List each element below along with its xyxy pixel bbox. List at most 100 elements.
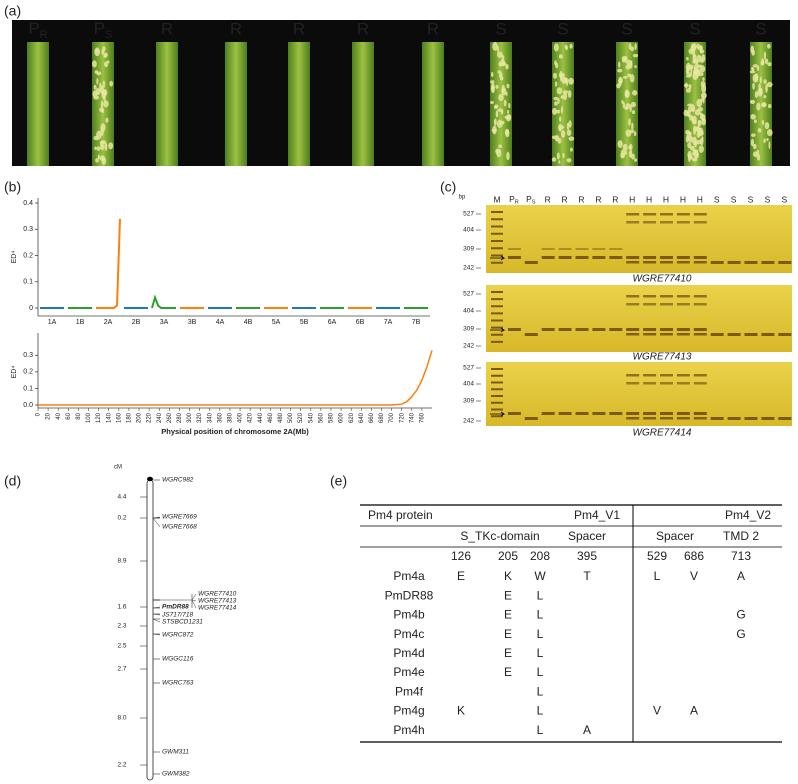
leaf-lesion xyxy=(763,95,767,99)
table-cell: W xyxy=(534,569,546,583)
leaf-lesion xyxy=(103,100,109,108)
leaf-lesion xyxy=(630,46,635,52)
leaf-lesion xyxy=(761,120,765,126)
map-marker: WGRC872 xyxy=(162,632,194,639)
table-cell: L xyxy=(537,608,544,622)
leaf-lesion xyxy=(631,122,634,131)
lane-label: H xyxy=(680,194,686,204)
x-tick-label: 1A xyxy=(48,319,57,326)
table-cell: E xyxy=(504,665,512,679)
leaf-lesion xyxy=(764,58,769,65)
x-tick-label: 4A xyxy=(216,319,225,326)
ladder-band xyxy=(491,319,503,322)
gel-band xyxy=(660,412,673,415)
leaf-lesion xyxy=(700,58,704,64)
gel-band xyxy=(710,417,724,420)
leaf-lesion xyxy=(556,87,563,95)
x-tick-label: 240 xyxy=(157,412,163,423)
leaf-lesion xyxy=(506,83,510,89)
ladder-band xyxy=(491,225,503,228)
gel-band xyxy=(507,248,521,250)
ladder-label: 404 xyxy=(463,381,474,388)
y-tick-label: 0.2 xyxy=(23,369,33,376)
lane-label: H xyxy=(697,194,703,204)
table-cell: G xyxy=(736,627,745,641)
table-cell: L xyxy=(537,665,544,679)
distance-label: 0.2 xyxy=(117,515,126,522)
table-header: TMD 2 xyxy=(723,529,759,543)
leaf-lesion xyxy=(630,101,637,108)
leaf-lesion xyxy=(691,104,696,113)
gel-band xyxy=(558,328,572,331)
gel-band xyxy=(676,328,690,331)
leaf-lesion xyxy=(697,45,703,51)
leaf xyxy=(156,42,178,166)
leaf-lesion xyxy=(566,158,572,163)
leaf xyxy=(422,42,444,166)
table-cell: L xyxy=(537,684,544,698)
gel-band xyxy=(507,412,521,415)
lane-label-main: P xyxy=(526,194,532,204)
leaf-lesion xyxy=(100,100,104,109)
leaf-lesion xyxy=(556,152,560,160)
gel-band xyxy=(609,248,623,250)
gel-band xyxy=(676,295,690,298)
gel-band xyxy=(643,295,657,298)
x-tick-label: 600 xyxy=(339,412,345,423)
gel-band xyxy=(693,295,707,298)
gel-band xyxy=(693,412,707,415)
ladder-band xyxy=(491,218,503,221)
marker-connector xyxy=(152,633,161,636)
distance-label: 4.4 xyxy=(117,494,126,501)
leaf-lesion xyxy=(687,142,692,149)
panel-label: (d) xyxy=(4,473,21,489)
ladder-band xyxy=(491,305,503,308)
leaf-lesion xyxy=(698,145,704,153)
leaf-lesion xyxy=(759,76,762,84)
table-position: 126 xyxy=(451,549,471,563)
x-tick-label: 580 xyxy=(329,412,335,423)
table-header: Pm4 protein xyxy=(368,508,433,522)
x-tick-label: 280 xyxy=(177,412,183,423)
gel-band xyxy=(676,256,690,259)
gel-band xyxy=(710,333,724,336)
leaf-lesion xyxy=(496,119,503,128)
leaf-lesion xyxy=(687,103,694,107)
x-tick-label: 180 xyxy=(127,412,133,423)
distance-label: 8.0 xyxy=(117,715,126,722)
distance-label: 2.7 xyxy=(117,666,126,673)
y-tick-label: 0.2 xyxy=(23,252,33,259)
leaf-lesion xyxy=(95,87,101,96)
leaf-lesion xyxy=(494,104,499,109)
leaf-lesion xyxy=(555,62,559,69)
leaf-lesion xyxy=(558,160,561,164)
ladder-label: 404 xyxy=(463,227,474,234)
leaf-label: S xyxy=(557,19,568,38)
marker-connector xyxy=(191,599,197,602)
gel-band xyxy=(693,328,707,331)
leaf xyxy=(288,42,310,166)
table-cell: E xyxy=(504,627,512,641)
leaf-lesion xyxy=(766,128,773,137)
table-cell: A xyxy=(690,704,698,718)
leaf-lesion xyxy=(500,109,504,115)
leaf-label: PS xyxy=(94,19,113,41)
gel-band xyxy=(660,417,673,420)
leaf-lesion xyxy=(552,107,557,115)
leaf-lesion xyxy=(553,72,558,79)
leaf-lesion xyxy=(561,76,567,85)
leaf-lesion xyxy=(755,73,759,82)
x-tick-label: 560 xyxy=(318,412,324,423)
leaf-label: S xyxy=(755,19,766,38)
leaf-lesion xyxy=(497,70,502,74)
lane-label: R xyxy=(578,194,584,204)
leaf-lesion xyxy=(490,80,495,84)
leaf xyxy=(225,42,247,166)
band-arrow xyxy=(490,327,506,333)
leaf-lesion xyxy=(622,143,628,152)
gel-band xyxy=(524,261,538,264)
gel-band xyxy=(626,412,640,415)
ladder-band xyxy=(491,401,503,404)
table-position: 395 xyxy=(577,549,597,563)
map-marker: WGRC982 xyxy=(162,477,194,484)
